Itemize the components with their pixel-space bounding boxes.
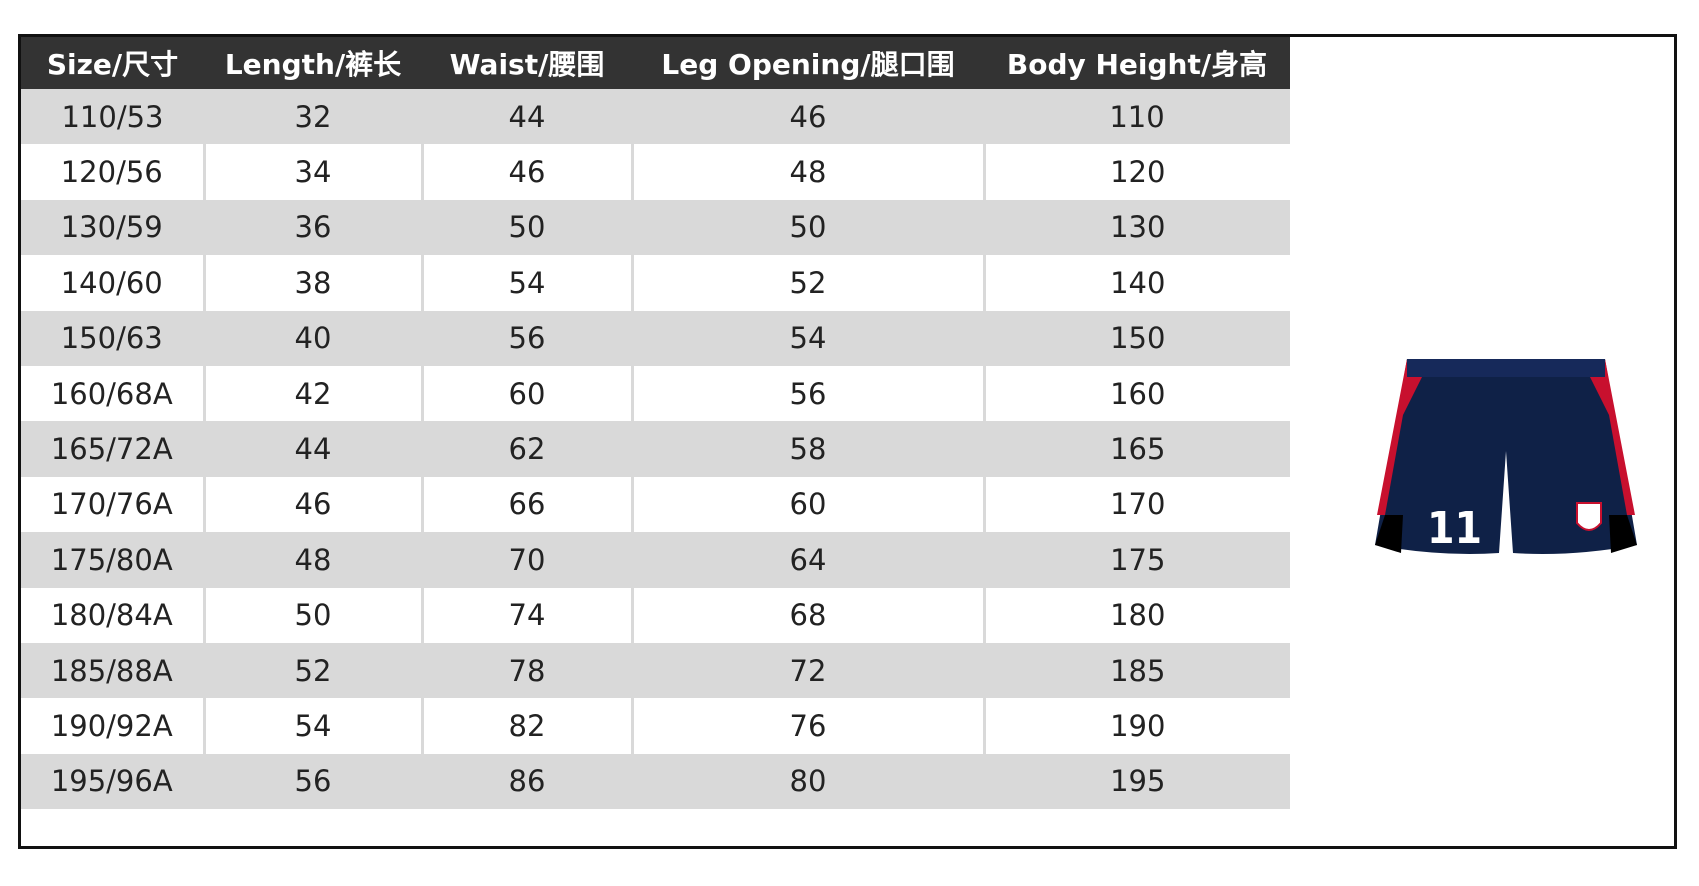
table-row: 175/80A 48 70 64 175 — [21, 532, 1290, 588]
size-chart: Size/尺寸 Length/裤长 Waist/腰围 Leg Opening/腿口围 B… — [18, 34, 1677, 849]
measure-cell: 56 — [420, 310, 634, 366]
measure-cell: 54 — [420, 255, 634, 311]
measure-cell: 40 — [202, 310, 424, 366]
shorts-hem-left — [1375, 515, 1403, 553]
shorts-panel-right — [1581, 359, 1635, 515]
waistband — [1407, 359, 1605, 377]
measure-cell: 44 — [202, 421, 424, 477]
measure-cell: 64 — [630, 532, 986, 588]
measure-cell: 130 — [982, 199, 1290, 256]
table-row: 170/76A 46 66 60 170 — [21, 476, 1290, 533]
shorts-panel-left — [1377, 359, 1431, 515]
table-row: 160/68A 42 60 56 160 — [21, 365, 1290, 422]
measure-cell: 54 — [202, 698, 424, 754]
measure-cell: 72 — [630, 642, 986, 699]
measure-cell: 46 — [202, 476, 424, 533]
measure-cell: 48 — [630, 144, 986, 200]
measure-cell: 50 — [202, 587, 424, 643]
table-row: 185/88A 52 78 72 185 — [21, 642, 1290, 699]
measure-cell: 36 — [202, 199, 424, 256]
measure-cell: 185 — [982, 642, 1290, 699]
column-header: Size/尺寸 — [21, 37, 204, 89]
measure-cell: 80 — [630, 753, 986, 810]
measure-cell: 110 — [984, 89, 1290, 145]
measure-cell: 180 — [982, 587, 1290, 643]
measure-cell: 50 — [420, 199, 634, 256]
measure-cell: 46 — [420, 144, 634, 200]
table-row: 110/53 32 44 46 110 — [21, 89, 1290, 145]
measure-cell: 140 — [982, 255, 1290, 311]
measure-cell: 170 — [982, 476, 1290, 533]
shorts-image: 11 — [1375, 359, 1637, 554]
table-row: 165/72A 44 62 58 165 — [21, 421, 1290, 477]
measure-cell: 86 — [420, 753, 634, 810]
measure-cell: 150 — [982, 310, 1290, 366]
shorts-body — [1375, 359, 1637, 554]
shorts-number: 11 — [1427, 503, 1482, 554]
size-cell: 165/72A — [21, 421, 206, 477]
measure-cell: 160 — [982, 365, 1290, 422]
table-row: 195/96A 56 86 80 195 — [21, 753, 1290, 810]
measure-cell: 60 — [420, 365, 634, 422]
size-cell: 110/53 — [21, 89, 204, 145]
measure-cell: 52 — [630, 255, 986, 311]
measure-cell: 50 — [630, 199, 986, 256]
size-cell: 130/59 — [21, 199, 206, 256]
size-cell: 180/84A — [21, 587, 206, 643]
measure-cell: 62 — [420, 421, 634, 477]
table-body: 110/53 32 44 46 110 120/56 34 46 48 120 130/59 36 50… — [21, 89, 1290, 810]
measure-cell: 56 — [202, 753, 424, 810]
size-cell: 185/88A — [21, 642, 206, 699]
measure-cell: 56 — [630, 365, 986, 422]
size-cell: 195/96A — [21, 753, 206, 810]
column-header: Leg Opening/腿口围 — [632, 37, 984, 89]
measure-cell: 195 — [982, 753, 1290, 810]
measure-cell: 70 — [420, 532, 634, 588]
crest — [1576, 502, 1602, 531]
size-table: Size/尺寸 Length/裤长 Waist/腰围 Leg Opening/腿口围 B… — [21, 37, 1290, 810]
header-row: Size/尺寸 Length/裤长 Waist/腰围 Leg Opening/腿口围 B… — [21, 37, 1290, 89]
measure-cell: 76 — [630, 698, 986, 754]
column-header: Body Height/身高 — [984, 37, 1290, 89]
measure-cell: 44 — [422, 89, 632, 145]
measure-cell: 58 — [630, 421, 986, 477]
table-row: 140/60 38 54 52 140 — [21, 255, 1290, 311]
measure-cell: 34 — [202, 144, 424, 200]
measure-cell: 190 — [982, 698, 1290, 754]
measure-cell: 32 — [204, 89, 422, 145]
table-row: 150/63 40 56 54 150 — [21, 310, 1290, 366]
table-row: 180/84A 50 74 68 180 — [21, 587, 1290, 643]
column-header: Waist/腰围 — [422, 37, 632, 89]
size-cell: 120/56 — [21, 144, 206, 200]
measure-cell: 165 — [982, 421, 1290, 477]
size-cell: 150/63 — [21, 310, 206, 366]
size-cell: 160/68A — [21, 365, 206, 422]
measure-cell: 68 — [630, 587, 986, 643]
measure-cell: 175 — [982, 532, 1290, 588]
table-row: 120/56 34 46 48 120 — [21, 144, 1290, 200]
shorts-hem-right — [1609, 515, 1637, 553]
measure-cell: 42 — [202, 365, 424, 422]
measure-cell: 60 — [630, 476, 986, 533]
measure-cell: 120 — [982, 144, 1290, 200]
measure-cell: 46 — [632, 89, 984, 145]
table-row: 190/92A 54 82 76 190 — [21, 698, 1290, 754]
table-row: 130/59 36 50 50 130 — [21, 199, 1290, 256]
measure-cell: 54 — [630, 310, 986, 366]
measure-cell: 78 — [420, 642, 634, 699]
column-header: Length/裤长 — [204, 37, 422, 89]
measure-cell: 66 — [420, 476, 634, 533]
size-cell: 140/60 — [21, 255, 206, 311]
measure-cell: 48 — [202, 532, 424, 588]
measure-cell: 82 — [420, 698, 634, 754]
size-cell: 170/76A — [21, 476, 206, 533]
measure-cell: 38 — [202, 255, 424, 311]
measure-cell: 74 — [420, 587, 634, 643]
size-cell: 190/92A — [21, 698, 206, 754]
size-cell: 175/80A — [21, 532, 206, 588]
measure-cell: 52 — [202, 642, 424, 699]
